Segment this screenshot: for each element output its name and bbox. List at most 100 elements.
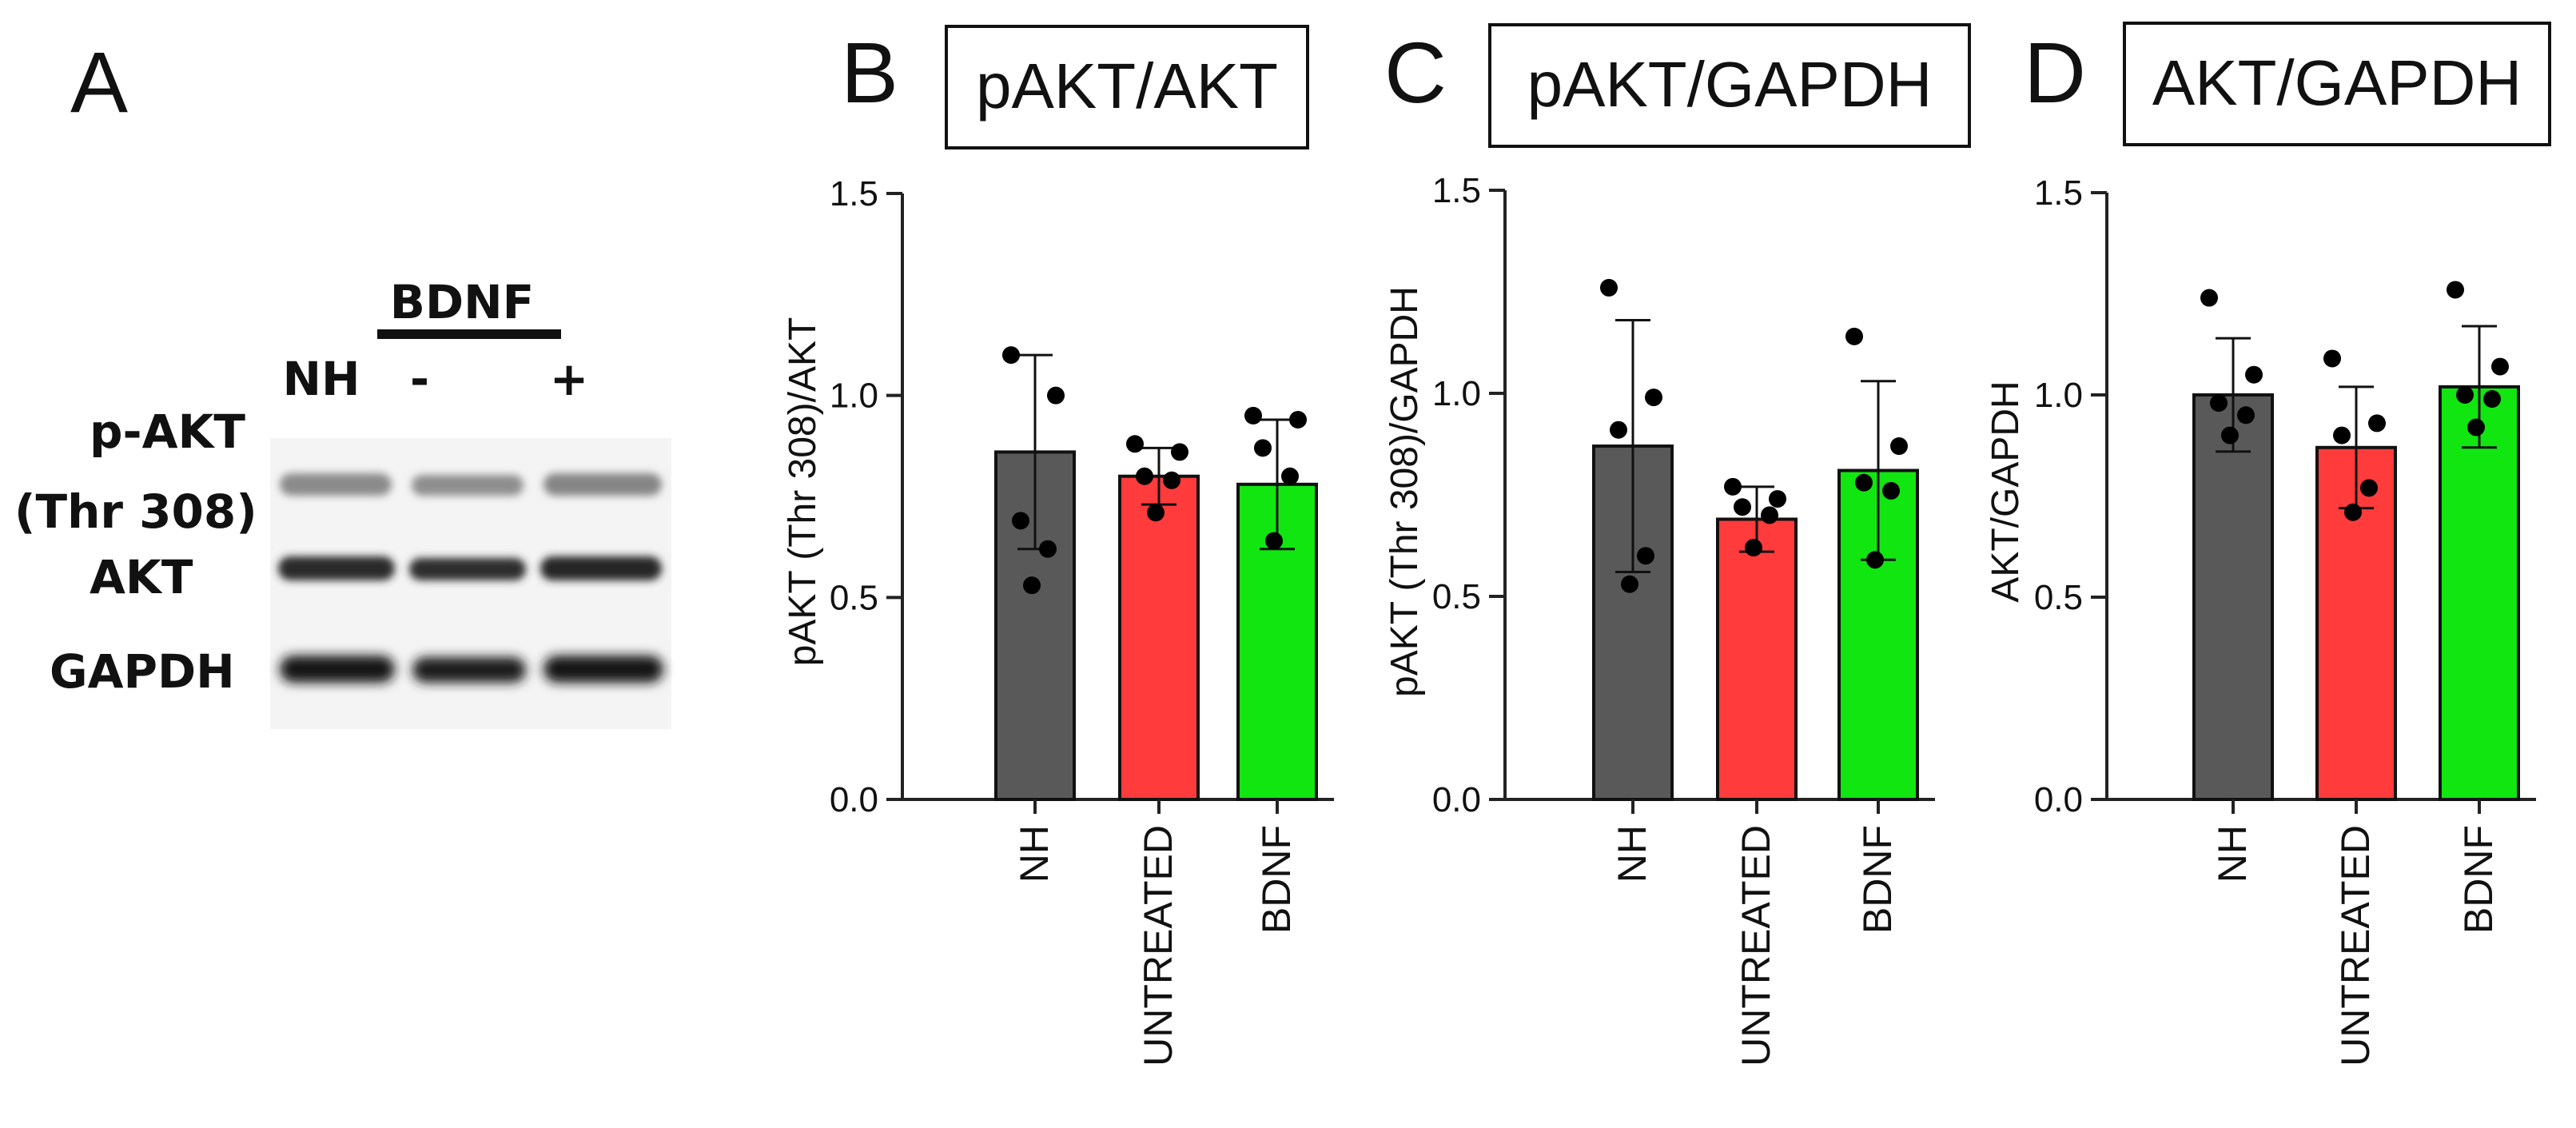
data-point xyxy=(2447,281,2464,299)
data-point xyxy=(1002,346,1020,365)
bar-nh xyxy=(2192,393,2274,801)
panel-d-plot: 0.0 0.5 1.0 1.5 NH UNTREATED BDNF xyxy=(2034,173,2536,1066)
panel-b: B pAKT/AKT pAKT (Thr 308)/AKT 0.0 0.5 1.0 1… xyxy=(782,24,1334,1066)
blot-image xyxy=(270,438,671,729)
panel-d-letter: D xyxy=(2024,24,2086,121)
data-point xyxy=(2483,390,2501,409)
panel-d-title: AKT/GAPDH xyxy=(2152,47,2522,118)
blot-row-label-akt: AKT xyxy=(90,550,193,604)
blot-lane-label-nh: NH xyxy=(282,352,360,406)
x-tick-label: UNTREATED xyxy=(1734,825,1778,1066)
blot-row-label-gapdh: GAPDH xyxy=(50,644,235,699)
x-tick-label: UNTREATED xyxy=(1136,825,1181,1066)
panel-c-letter: C xyxy=(1384,24,1447,121)
panel-b-title-box xyxy=(945,25,1309,149)
data-point xyxy=(1769,490,1786,508)
x-tick-label: BDNF xyxy=(1855,825,1900,934)
x-tick-label: BDNF xyxy=(2456,825,2501,934)
data-point xyxy=(1890,437,1908,456)
blot-lane-label-plus: + xyxy=(550,352,589,406)
panel-c-title: pAKT/GAPDH xyxy=(1527,49,1933,120)
x-tick-label: UNTREATED xyxy=(2333,825,2378,1066)
x-tick-label: NH xyxy=(1610,825,1654,883)
data-point xyxy=(2360,479,2378,497)
band-pakt-untreated xyxy=(412,475,524,496)
x-tick-label: NH xyxy=(1012,825,1057,883)
panel-c: C pAKT/GAPDH pAKT (Thr 308)/GAPDH 0.0 0.5… xyxy=(1384,23,1971,1066)
data-point xyxy=(2323,349,2341,368)
y-tick-label: 0.5 xyxy=(2034,578,2083,617)
bar-untreated xyxy=(1716,517,1798,801)
data-point xyxy=(1126,435,1144,453)
data-point xyxy=(2245,365,2263,384)
data-point xyxy=(1147,504,1165,522)
data-point xyxy=(1845,327,1863,345)
y-tick-label: 0.0 xyxy=(2034,780,2083,819)
band-gapdh-nh xyxy=(280,656,395,683)
panel-d-ylabel: AKT/GAPDH xyxy=(1985,381,2027,602)
band-akt-nh xyxy=(278,556,395,580)
x-tick-label: BDNF xyxy=(1254,825,1299,934)
y-tick-label: 0.0 xyxy=(1432,780,1481,819)
band-akt-bdnf xyxy=(540,556,662,580)
data-point xyxy=(1171,443,1188,461)
y-tick-label: 0.5 xyxy=(1432,577,1481,616)
data-point xyxy=(1882,481,1900,500)
data-point xyxy=(1855,473,1873,492)
band-akt-untreated xyxy=(409,558,526,580)
y-tick-label: 0.0 xyxy=(830,780,878,819)
panel-a: A BDNF NH - + p-AKT (Thr 308) AKT GAPDH xyxy=(14,34,671,729)
data-point xyxy=(2467,418,2485,436)
data-point xyxy=(1281,467,1299,485)
data-point xyxy=(2237,406,2255,424)
blot-treatment-label: BDNF xyxy=(390,275,535,329)
y-tick-label: 1.0 xyxy=(2034,376,2083,415)
data-point xyxy=(1039,540,1057,558)
panel-b-ylabel: pAKT (Thr 308)/AKT xyxy=(782,317,824,667)
y-tick-label: 1.5 xyxy=(1432,171,1481,210)
data-point xyxy=(1136,467,1153,485)
data-point xyxy=(1866,551,1884,569)
panel-b-letter: B xyxy=(841,24,898,121)
y-tick-label: 1.0 xyxy=(830,377,878,416)
data-point xyxy=(1724,477,1742,496)
data-point xyxy=(2333,426,2351,444)
panel-c-plot: 0.0 0.5 1.0 1.5 NH UNTREATED BDNF xyxy=(1432,171,1935,1066)
data-point xyxy=(2491,357,2509,376)
data-point xyxy=(1289,410,1307,428)
data-point xyxy=(1023,576,1041,595)
data-point xyxy=(1621,575,1638,593)
data-point xyxy=(2368,414,2386,432)
data-point xyxy=(1047,386,1065,405)
band-gapdh-bdnf xyxy=(543,656,663,683)
y-tick-label: 0.5 xyxy=(830,578,878,617)
data-point xyxy=(2221,426,2239,444)
bar-bdnf xyxy=(2439,385,2520,801)
y-tick-label: 1.0 xyxy=(1432,374,1481,413)
data-point xyxy=(1012,512,1029,530)
data-point xyxy=(1761,506,1778,524)
panel-a-letter: A xyxy=(70,34,128,130)
blot-row-label-pakt: p-AKT xyxy=(90,405,245,459)
panel-c-title-box xyxy=(1488,23,1971,148)
data-point xyxy=(1645,389,1662,407)
data-point xyxy=(1637,547,1654,565)
blot-lane-label-minus: - xyxy=(410,352,429,406)
y-tick-label: 1.5 xyxy=(2034,173,2083,213)
x-tick-label: NH xyxy=(2210,825,2255,883)
data-point xyxy=(1254,439,1272,457)
panel-d-title-box xyxy=(2123,22,2551,146)
data-point xyxy=(1600,278,1618,297)
panel-b-title: pAKT/AKT xyxy=(976,50,1278,122)
panel-c-ylabel: pAKT (Thr 308)/GAPDH xyxy=(1384,286,1426,697)
data-point xyxy=(1734,498,1751,516)
panel-b-plot: 0.0 0.5 1.0 1.5 NH UNTREATED BDNF xyxy=(830,174,1334,1066)
band-pakt-bdnf xyxy=(543,473,662,496)
band-pakt-nh xyxy=(280,473,392,496)
data-point xyxy=(2200,289,2218,307)
data-point xyxy=(1244,406,1262,424)
blot-row-label-thr308: (Thr 308) xyxy=(14,484,257,539)
data-point xyxy=(1610,421,1627,439)
data-point xyxy=(2456,386,2474,404)
